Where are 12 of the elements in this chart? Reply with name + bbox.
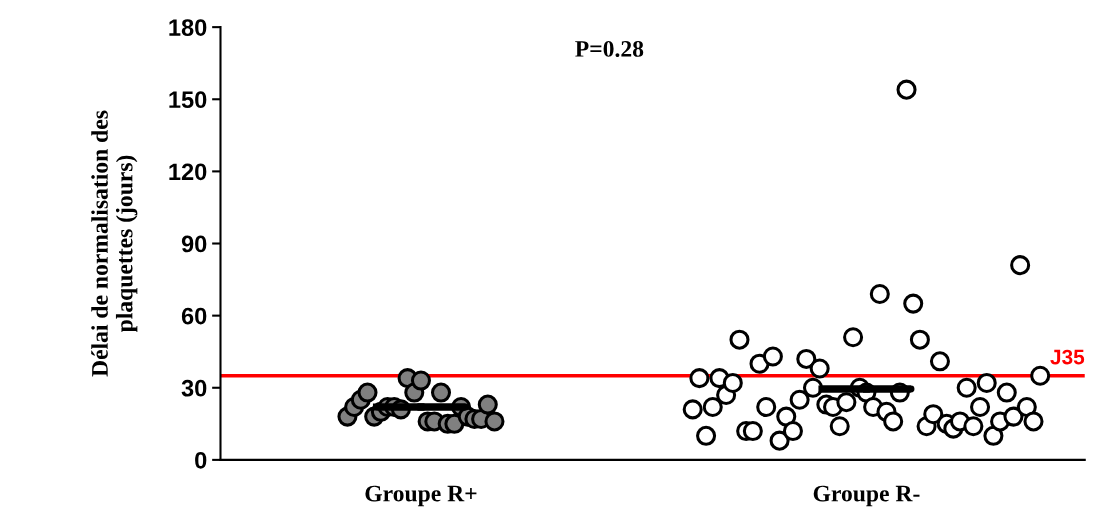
y-tick-label: 60 — [181, 307, 207, 325]
y-tick-label: 120 — [169, 163, 207, 181]
y-tick-label: 180 — [169, 19, 207, 36]
x-tick-label: Groupe R- — [813, 485, 920, 507]
y-axis-title: Délai de normalisation des plaquettes (jours) — [91, 110, 138, 377]
y-tick-label: 30 — [181, 379, 207, 397]
x-tick-label: Groupe R+ — [365, 485, 477, 507]
y-tick-label: 90 — [181, 235, 207, 253]
y-tick-label: 150 — [169, 91, 207, 109]
ref-line-label: J35 — [1050, 349, 1085, 365]
annotation: P=0.28 — [575, 40, 644, 57]
y-tick-label: 0 — [195, 451, 207, 469]
